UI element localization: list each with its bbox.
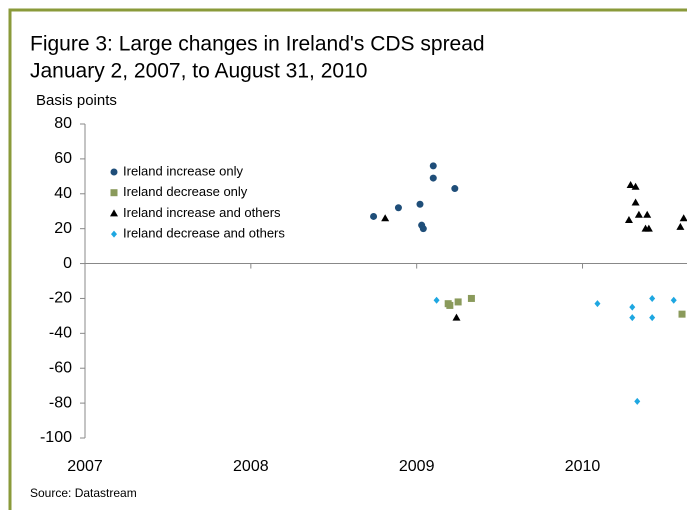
y-tick-label: 0 [63,255,72,272]
point [429,162,437,170]
legend-marker [110,209,118,217]
point [679,214,687,222]
point [629,303,636,311]
chart-title: Figure 3: Large changes in Ireland's CDS… [30,33,485,56]
y-tick-label: 80 [54,115,72,132]
point [676,222,685,230]
point [370,212,378,220]
x-tick-label: 2007 [67,458,103,475]
point [394,204,402,212]
legend-marker [110,168,118,176]
source: Source: Datastream [30,486,137,500]
point [629,314,636,322]
y-tick-label: -20 [49,290,72,307]
point [429,174,437,182]
point [381,214,390,222]
y-tick-label: -80 [49,394,72,411]
point [433,296,440,304]
point [644,224,653,232]
point [649,314,656,322]
point [446,301,454,309]
point [626,181,635,189]
point [631,182,640,190]
point [467,294,475,302]
y-tick-label: 20 [54,220,72,237]
point [634,210,643,218]
x-tick-label: 2008 [233,458,269,475]
point [631,198,640,206]
x-tick-label: 2009 [399,458,435,475]
y-tick-label: 60 [54,150,72,167]
y-tick-label: -40 [49,325,72,342]
point [594,300,601,308]
legend-marker [110,189,118,197]
y-axis-label: Basis points [36,92,117,109]
y-tick-label: -60 [49,359,72,376]
chart-subtitle: January 2, 2007, to August 31, 2010 [30,60,367,83]
point [624,215,633,223]
point [452,313,461,321]
legend-label: Ireland increase and others [123,205,281,220]
legend-marker [111,230,117,238]
y-tick-label: -100 [40,429,72,446]
point [670,296,677,304]
x-tick-label: 2010 [565,458,601,475]
point [416,200,424,208]
legend-label: Ireland decrease and others [123,226,285,241]
point [454,298,462,306]
point [649,294,656,302]
point [643,210,652,218]
point [678,310,686,318]
point [419,225,427,233]
point [634,397,641,405]
frame [8,8,687,510]
y-tick-label: 40 [54,185,72,202]
legend-label: Ireland decrease only [123,184,248,199]
legend-label: Ireland increase only [123,163,243,178]
point [451,185,459,193]
